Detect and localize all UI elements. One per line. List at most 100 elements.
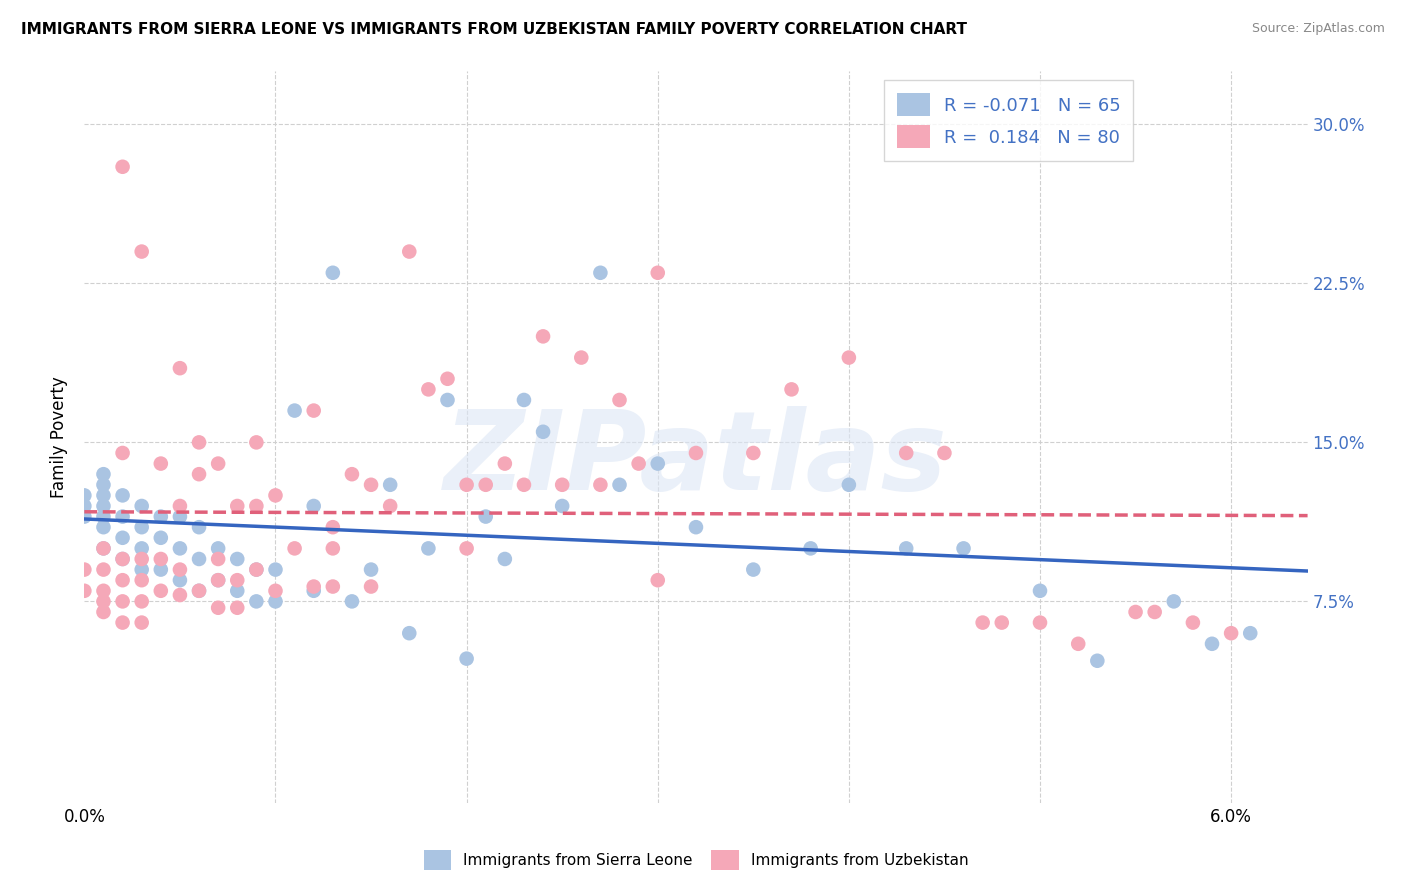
Point [322, 520, 344, 534]
Point [1163, 594, 1185, 608]
Point [380, 499, 402, 513]
Point [207, 541, 229, 556]
Point [93, 563, 115, 577]
Point [494, 552, 516, 566]
Point [169, 563, 191, 577]
Point [896, 446, 918, 460]
Point [93, 594, 115, 608]
Point [93, 499, 115, 513]
Point [1085, 654, 1108, 668]
Point [647, 457, 669, 471]
Point [149, 509, 172, 524]
Point [207, 573, 229, 587]
Point [245, 499, 267, 513]
Point [169, 573, 191, 587]
Point [838, 477, 860, 491]
Point [1201, 637, 1223, 651]
Point [972, 615, 994, 630]
Point [456, 541, 478, 556]
Point [131, 615, 153, 630]
Point [589, 477, 612, 491]
Point [647, 573, 669, 587]
Point [322, 266, 344, 280]
Point [111, 615, 134, 630]
Point [896, 541, 918, 556]
Point [207, 457, 229, 471]
Point [322, 580, 344, 594]
Point [302, 403, 325, 417]
Point [188, 552, 211, 566]
Point [111, 160, 134, 174]
Point [340, 594, 363, 608]
Point [93, 541, 115, 556]
Point [991, 615, 1014, 630]
Point [169, 361, 191, 376]
Point [131, 541, 153, 556]
Legend: Immigrants from Sierra Leone, Immigrants from Uzbekistan: Immigrants from Sierra Leone, Immigrants… [418, 844, 974, 876]
Point [131, 563, 153, 577]
Point [169, 588, 191, 602]
Point [742, 563, 765, 577]
Point [188, 520, 211, 534]
Text: IMMIGRANTS FROM SIERRA LEONE VS IMMIGRANTS FROM UZBEKISTAN FAMILY POVERTY CORREL: IMMIGRANTS FROM SIERRA LEONE VS IMMIGRAN… [21, 22, 967, 37]
Point [111, 594, 134, 608]
Point [474, 477, 496, 491]
Point [551, 477, 574, 491]
Point [93, 583, 115, 598]
Point [264, 488, 287, 502]
Point [149, 531, 172, 545]
Point [207, 573, 229, 587]
Point [1143, 605, 1166, 619]
Point [111, 552, 134, 566]
Point [780, 383, 803, 397]
Point [111, 531, 134, 545]
Point [111, 488, 134, 502]
Point [322, 541, 344, 556]
Point [742, 446, 765, 460]
Point [838, 351, 860, 365]
Point [131, 520, 153, 534]
Point [418, 383, 440, 397]
Point [685, 446, 707, 460]
Point [302, 580, 325, 594]
Point [302, 583, 325, 598]
Point [1125, 605, 1147, 619]
Point [340, 467, 363, 482]
Point [149, 457, 172, 471]
Point [73, 563, 96, 577]
Point [93, 467, 115, 482]
Point [131, 594, 153, 608]
Point [685, 520, 707, 534]
Point [111, 446, 134, 460]
Point [245, 435, 267, 450]
Point [531, 425, 554, 439]
Point [188, 467, 211, 482]
Point [1220, 626, 1243, 640]
Point [188, 583, 211, 598]
Point [569, 351, 592, 365]
Point [1067, 637, 1090, 651]
Point [93, 541, 115, 556]
Point [952, 541, 974, 556]
Point [226, 573, 249, 587]
Point [513, 392, 536, 407]
Point [149, 583, 172, 598]
Point [284, 403, 307, 417]
Y-axis label: Family Poverty: Family Poverty [51, 376, 69, 498]
Point [398, 626, 420, 640]
Point [398, 244, 420, 259]
Point [111, 573, 134, 587]
Point [1029, 583, 1052, 598]
Point [131, 573, 153, 587]
Point [245, 594, 267, 608]
Point [360, 477, 382, 491]
Point [93, 477, 115, 491]
Point [226, 600, 249, 615]
Point [456, 651, 478, 665]
Point [207, 552, 229, 566]
Point [360, 580, 382, 594]
Point [609, 392, 631, 407]
Point [531, 329, 554, 343]
Point [456, 477, 478, 491]
Point [1239, 626, 1261, 640]
